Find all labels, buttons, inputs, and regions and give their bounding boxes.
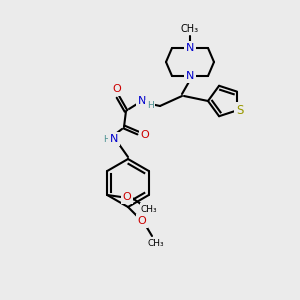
Text: O: O	[123, 192, 132, 202]
Text: H: H	[147, 101, 153, 110]
Text: S: S	[236, 104, 244, 117]
Text: CH₃: CH₃	[148, 238, 164, 247]
Text: N: N	[138, 96, 146, 106]
Text: N: N	[110, 134, 118, 144]
Text: CH₃: CH₃	[181, 24, 199, 34]
Text: CH₃: CH₃	[141, 205, 158, 214]
Text: O: O	[112, 84, 122, 94]
Text: O: O	[141, 130, 149, 140]
Text: N: N	[186, 43, 194, 53]
Text: H: H	[103, 134, 110, 143]
Text: N: N	[186, 71, 194, 81]
Text: O: O	[138, 216, 146, 226]
